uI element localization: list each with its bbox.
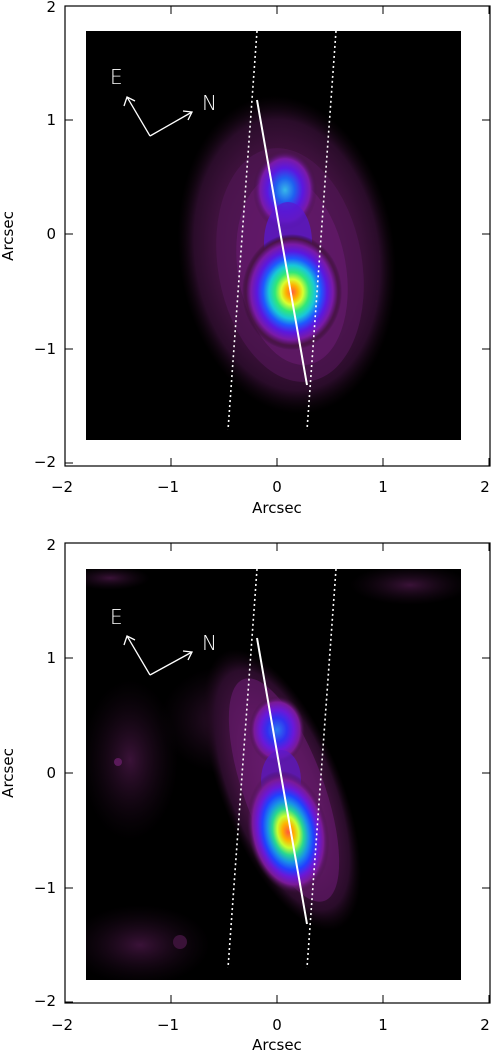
x-tick-label: 0 <box>272 1016 282 1034</box>
panel-1: E N −2 −1 0 1 <box>0 0 491 517</box>
primary-peak <box>246 770 330 894</box>
slit-edge-right <box>306 568 337 969</box>
east-arrow <box>126 635 151 676</box>
x-tick-label: −2 <box>51 1016 73 1034</box>
faint-patch <box>86 905 210 980</box>
secondary-peak <box>249 696 305 764</box>
slit-edge-right <box>306 30 337 431</box>
emission-map <box>177 95 397 415</box>
y-tick-label: 2 <box>46 536 56 554</box>
y-tick-labels: 2 1 0 −1 −2 <box>34 0 56 471</box>
y-tick-label: 1 <box>46 649 56 667</box>
x-tick-label: −2 <box>51 478 73 496</box>
overlay-lines <box>227 568 337 969</box>
y-axis-label: Arcsec <box>0 211 17 261</box>
faint-patch <box>350 569 461 605</box>
north-arrowhead <box>182 110 193 121</box>
x-axis-label: Arcsec <box>252 499 302 517</box>
slit-edge-left <box>227 568 258 969</box>
y-tick-label: −2 <box>34 992 56 1010</box>
x-tick-labels: −2 −1 0 1 2 <box>51 1016 490 1034</box>
x-tick-label: 2 <box>480 478 490 496</box>
y-tick-label: −1 <box>34 340 56 358</box>
y-axis-label: Arcsec <box>0 748 17 798</box>
east-arrowhead <box>123 635 136 646</box>
faint-knot <box>173 935 187 949</box>
faint-knot <box>114 758 122 766</box>
y-tick-label: 1 <box>46 111 56 129</box>
y-tick-label: 2 <box>46 0 56 16</box>
faint-patch <box>86 569 150 590</box>
east-arrowhead <box>123 96 136 107</box>
x-tick-label: 1 <box>378 478 388 496</box>
y-ticks <box>65 5 490 464</box>
x-axis-label: Arcsec <box>252 1036 302 1054</box>
emission-map <box>86 569 461 980</box>
north-label: N <box>202 631 217 655</box>
primary-peak <box>242 234 342 350</box>
axis-line <box>256 637 308 925</box>
x-tick-label: 1 <box>378 1016 388 1034</box>
x-tick-label: −1 <box>157 478 179 496</box>
y-tick-label: 0 <box>46 225 56 243</box>
north-arrow <box>149 651 193 676</box>
compass-rose: E N <box>110 65 217 137</box>
y-tick-labels: 2 1 0 −1 −2 <box>34 536 56 1010</box>
overlay-lines <box>227 30 337 431</box>
faint-patch <box>86 680 178 840</box>
slit-edge-left <box>227 30 258 431</box>
east-label: E <box>110 65 123 89</box>
y-ticks <box>65 542 490 1003</box>
north-arrow <box>149 111 193 137</box>
east-arrow <box>126 96 151 137</box>
y-tick-label: −1 <box>34 879 56 897</box>
x-ticks <box>64 543 490 1003</box>
axis-line <box>256 99 308 386</box>
y-tick-label: 0 <box>46 764 56 782</box>
north-arrowhead <box>182 650 193 661</box>
y-tick-label: −2 <box>34 453 56 471</box>
x-ticks <box>64 6 490 466</box>
panel-2: E N −2 −1 0 1 <box>0 536 491 1054</box>
x-tick-label: 0 <box>272 478 282 496</box>
x-tick-labels: −2 −1 0 1 2 <box>51 478 490 496</box>
east-label: E <box>110 605 123 629</box>
north-label: N <box>202 91 217 115</box>
compass-rose: E N <box>110 605 217 676</box>
x-tick-label: −1 <box>157 1016 179 1034</box>
x-tick-label: 2 <box>480 1016 490 1034</box>
